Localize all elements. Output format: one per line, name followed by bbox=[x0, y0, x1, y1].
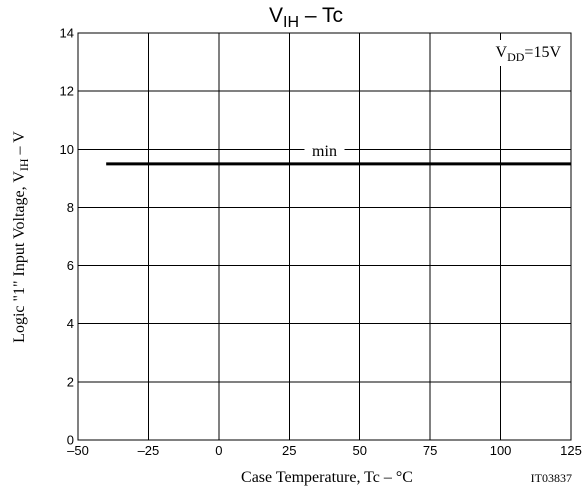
x-tick-label: 125 bbox=[560, 443, 582, 458]
series-label-min: min bbox=[312, 143, 337, 160]
x-tick-label: –50 bbox=[67, 443, 89, 458]
y-tick-label: 14 bbox=[60, 26, 74, 41]
x-axis-title: Case Temperature, Tc – °C bbox=[241, 469, 413, 486]
x-tick-label: –25 bbox=[138, 443, 160, 458]
y-tick-label: 10 bbox=[60, 142, 74, 157]
y-axis-title: Logic "1" Input Voltage, VIH – V bbox=[11, 131, 31, 343]
condition-label-bg bbox=[440, 40, 568, 66]
x-tick-label: 0 bbox=[215, 443, 222, 458]
x-tick-label: 75 bbox=[423, 443, 437, 458]
chart-title: VIH – Tc bbox=[269, 4, 343, 31]
y-tick-label: 6 bbox=[67, 258, 74, 273]
y-tick-labels: 0 2 4 6 8 10 12 14 bbox=[60, 26, 74, 448]
y-tick-label: 8 bbox=[67, 200, 74, 215]
condition-label: VDD=15V bbox=[496, 44, 562, 64]
series-label-bg bbox=[304, 142, 345, 159]
x-tick-label: 100 bbox=[490, 443, 512, 458]
x-tick-label: 25 bbox=[282, 443, 296, 458]
figure-code: IT03837 bbox=[531, 471, 572, 485]
x-tick-label: 50 bbox=[352, 443, 366, 458]
grid bbox=[77, 32, 572, 441]
y-tick-label: 12 bbox=[60, 84, 74, 99]
y-tick-label: 2 bbox=[67, 374, 74, 389]
x-tick-labels: –50 –25 0 25 50 75 100 125 bbox=[67, 443, 582, 458]
plot-frame bbox=[77, 32, 572, 441]
y-tick-label: 4 bbox=[67, 316, 74, 331]
y-tick-label: 0 bbox=[67, 433, 74, 448]
series-layer: min bbox=[106, 142, 571, 166]
